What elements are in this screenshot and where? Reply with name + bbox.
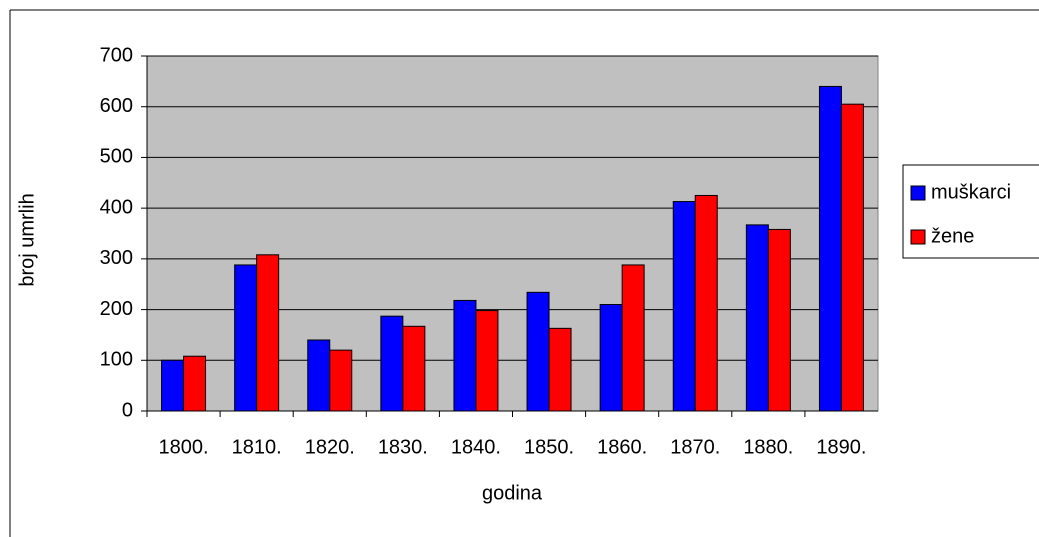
x-tick-label: 1850. <box>524 436 574 458</box>
bar <box>694 194 718 412</box>
y-tick-label: 700 <box>100 44 133 66</box>
bar <box>256 254 280 412</box>
bar <box>840 103 864 412</box>
x-tick-label: 1890. <box>816 436 866 458</box>
x-axis-title: godina <box>482 482 543 504</box>
bar <box>548 327 572 412</box>
x-tick-label: 1810. <box>232 436 282 458</box>
bar <box>475 310 499 412</box>
bar <box>307 339 331 412</box>
bar <box>621 264 645 412</box>
legend-label: žene <box>931 225 974 247</box>
bar <box>380 315 404 412</box>
legend-swatch <box>910 185 926 201</box>
legend-swatch <box>910 229 926 245</box>
bar <box>453 299 477 412</box>
bar <box>672 201 696 412</box>
y-tick-label: 600 <box>100 95 133 117</box>
y-tick-label: 200 <box>100 298 133 320</box>
bar <box>329 349 353 412</box>
bar <box>234 264 258 412</box>
bar <box>161 359 185 412</box>
legend-label: muškarci <box>931 181 1011 203</box>
x-tick-label: 1830. <box>378 436 428 458</box>
y-tick-label: 500 <box>100 146 133 168</box>
bar <box>599 304 623 412</box>
x-tick-label: 1870. <box>670 436 720 458</box>
legend <box>902 164 1039 259</box>
bar <box>526 291 550 412</box>
x-tick-label: 1820. <box>305 436 355 458</box>
y-tick-label: 100 <box>100 349 133 371</box>
bar <box>767 228 791 412</box>
bar <box>745 224 769 412</box>
y-tick-label: 300 <box>100 247 133 269</box>
bar <box>818 85 842 412</box>
y-tick-label: 0 <box>122 399 133 421</box>
bar <box>402 325 426 412</box>
x-tick-label: 1800. <box>159 436 209 458</box>
x-tick-label: 1880. <box>743 436 793 458</box>
x-tick-label: 1840. <box>451 436 501 458</box>
y-tick-label: 400 <box>100 196 133 218</box>
y-axis-title: broj umrlih <box>16 193 38 286</box>
x-tick-label: 1860. <box>597 436 647 458</box>
bar <box>183 355 207 412</box>
